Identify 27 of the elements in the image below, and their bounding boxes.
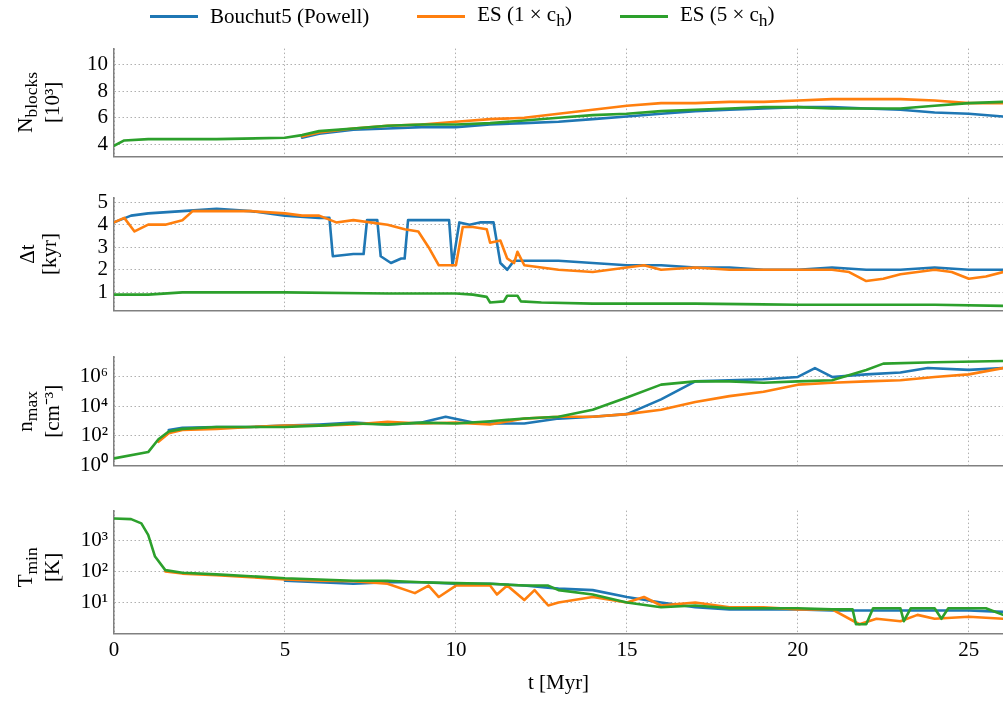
y-tick-label: 10²: [80, 557, 108, 582]
x-tick-label: 5: [279, 636, 291, 661]
y-tick-label: 10²: [80, 422, 108, 447]
y-tick-label: 10: [87, 51, 108, 76]
y-tick-label: 2: [97, 256, 108, 281]
y-tick-label: 10³: [80, 526, 108, 551]
y-tick-label: 6: [97, 104, 108, 129]
x-tick-label: 25: [958, 636, 980, 661]
y-tick-label: 10⁴: [79, 392, 108, 417]
y-tick-label: 5: [97, 188, 108, 213]
x-tick-label: 10: [445, 636, 467, 661]
y-tick-label: 1: [97, 278, 108, 303]
y-tick-label: 8: [97, 77, 108, 102]
x-tick-label: 20: [787, 636, 809, 661]
y-tick-label: 4: [97, 211, 109, 236]
y-axis-title: Δt [kyr]: [14, 233, 61, 275]
y-tick-label: 10⁰: [80, 451, 108, 476]
legend-label: ES (5 × c$_{h}$): [679, 2, 775, 32]
legend-label: ES (1 × c$_{h}$): [477, 2, 572, 32]
legend-label: Bouchut5 (Powell): [210, 4, 370, 30]
y-tick-label: 3: [97, 233, 108, 258]
x-tick-label: 0: [108, 636, 120, 661]
y-tick-label: 10⁶: [79, 363, 108, 388]
x-axis-title: t [Myr]: [527, 669, 590, 694]
y-tick-label: 4: [97, 130, 109, 155]
x-tick-label: 15: [616, 636, 638, 661]
y-tick-label: 10¹: [80, 589, 108, 614]
